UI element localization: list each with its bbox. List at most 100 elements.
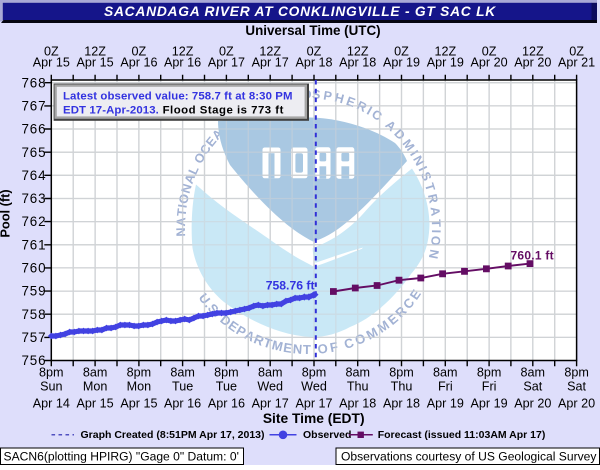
svg-text:Mon: Mon [83,380,108,394]
svg-text:I: I [416,164,430,173]
svg-text:766: 766 [21,122,46,137]
svg-text:Apr 15: Apr 15 [77,56,114,70]
svg-text:0Z: 0Z [394,45,409,59]
svg-text:Apr 18: Apr 18 [383,397,420,411]
svg-text:Sat: Sat [567,380,586,394]
svg-text:12Z: 12Z [172,45,194,59]
svg-text:Apr 17: Apr 17 [295,397,332,411]
svg-text:Observations courtesy of US Ge: Observations courtesy of US Geological S… [341,449,597,463]
svg-text:Apr 20: Apr 20 [514,56,551,70]
svg-text:8pm: 8pm [564,366,589,380]
svg-text:N: N [292,341,303,357]
svg-text:SACANDAGA RIVER AT CONKLINGVIL: SACANDAGA RIVER AT CONKLINGVILLE - GT SA… [104,4,496,19]
svg-text:8pm: 8pm [214,366,239,380]
svg-text:8am: 8am [83,366,108,380]
svg-text:760.1 ft: 760.1 ft [511,248,554,262]
svg-text:Tue: Tue [172,380,193,394]
svg-text:SACN6(plotting HPIRG) "Gage 0": SACN6(plotting HPIRG) "Gage 0" Datum: 0' [4,449,239,463]
svg-text:761: 761 [21,237,46,252]
svg-text:767: 767 [21,99,46,114]
svg-text:N: N [174,227,188,236]
svg-text:0Z: 0Z [44,45,59,59]
svg-text:Apr 17: Apr 17 [252,397,289,411]
svg-text:Apr 15: Apr 15 [33,56,70,70]
svg-text:Apr 18: Apr 18 [339,56,376,70]
svg-text:0Z: 0Z [132,45,147,59]
svg-text:8pm: 8pm [477,366,502,380]
svg-text:Apr 21: Apr 21 [558,56,595,70]
svg-text:8pm: 8pm [302,366,327,380]
svg-text:Thu: Thu [347,380,369,394]
svg-text:8am: 8am [521,366,546,380]
svg-text:765: 765 [21,145,46,160]
svg-text:8am: 8am [345,366,370,380]
svg-text:Apr 17: Apr 17 [208,56,245,70]
svg-text:764: 764 [21,168,46,183]
svg-text:758.76 ft: 758.76 ft [266,279,315,293]
svg-text:Wed: Wed [257,380,283,394]
svg-text:8pm: 8pm [39,366,64,380]
svg-text:Apr 18: Apr 18 [339,397,376,411]
svg-text:757: 757 [21,330,46,345]
svg-text:Apr 20: Apr 20 [558,397,595,411]
svg-text:12Z: 12Z [522,45,544,59]
svg-text:T: T [429,219,443,228]
svg-text:Thu: Thu [391,380,413,394]
svg-text:I: I [407,148,421,159]
svg-text:Site Time (EDT): Site Time (EDT) [263,411,365,426]
svg-text:Apr 16: Apr 16 [208,397,245,411]
svg-text:8am: 8am [170,366,195,380]
svg-text:Universal Time (UTC): Universal Time (UTC) [245,23,380,38]
svg-text:Forecast (issued 11:03AM Apr 1: Forecast (issued 11:03AM Apr 17) [378,429,546,441]
svg-text:762: 762 [21,214,46,229]
svg-text:0Z: 0Z [482,45,497,59]
svg-text:0Z: 0Z [569,45,584,59]
svg-text:758: 758 [21,307,46,322]
svg-text:759: 759 [21,284,46,299]
svg-text:Apr 16: Apr 16 [120,56,157,70]
svg-text:Pool (ft): Pool (ft) [0,189,13,237]
svg-text:Graph Created (8:51PM Apr 17,: Graph Created (8:51PM Apr 17, 2013) [81,429,265,441]
svg-text:12Z: 12Z [259,45,281,59]
svg-text:12Z: 12Z [434,45,456,59]
svg-text:Latest observed value: 758.7 f: Latest observed value: 758.7 ft at 8:30 … [63,91,293,103]
svg-text:O: O [317,341,329,357]
svg-text:O: O [428,235,443,246]
svg-text:Apr 20: Apr 20 [514,397,551,411]
svg-text:Apr 16: Apr 16 [164,397,201,411]
svg-text:E: E [282,340,293,356]
svg-text:8pm: 8pm [389,366,414,380]
svg-text:0Z: 0Z [307,45,322,59]
svg-text:12Z: 12Z [347,45,369,59]
svg-text:I: I [364,104,374,118]
svg-text:Apr 18: Apr 18 [295,56,332,70]
svg-text:I: I [429,229,443,233]
svg-text:8am: 8am [258,366,283,380]
svg-text:T: T [175,208,190,218]
svg-text:Observed: Observed [303,429,351,441]
svg-text:760: 760 [21,261,46,276]
svg-text:756: 756 [21,353,46,368]
svg-text:Apr 15: Apr 15 [77,397,114,411]
svg-text:N: N [426,248,441,260]
svg-text:Sat: Sat [523,380,542,394]
svg-text:Tue: Tue [216,380,237,394]
svg-text:Apr 19: Apr 19 [427,397,464,411]
svg-text:Mon: Mon [127,380,152,394]
svg-text:Wed: Wed [301,380,327,394]
svg-text:12Z: 12Z [84,45,106,59]
svg-text:8pm: 8pm [127,366,152,380]
svg-text:8am: 8am [433,366,458,380]
svg-text:Fri: Fri [482,380,497,394]
svg-text:Apr 19: Apr 19 [471,397,508,411]
svg-text:A: A [427,206,442,217]
svg-text:EDT 17-Apr-2013. Flood Stage i: EDT 17-Apr-2013. Flood Stage is 773 ft [63,104,284,116]
svg-text:Apr 17: Apr 17 [252,56,289,70]
svg-text:Fri: Fri [438,380,453,394]
svg-text:Sun: Sun [40,380,62,394]
svg-text:Apr 20: Apr 20 [471,56,508,70]
svg-text:763: 763 [21,191,46,206]
svg-text:F: F [329,339,340,355]
svg-text:S: S [312,87,321,102]
svg-text:T: T [303,342,311,357]
